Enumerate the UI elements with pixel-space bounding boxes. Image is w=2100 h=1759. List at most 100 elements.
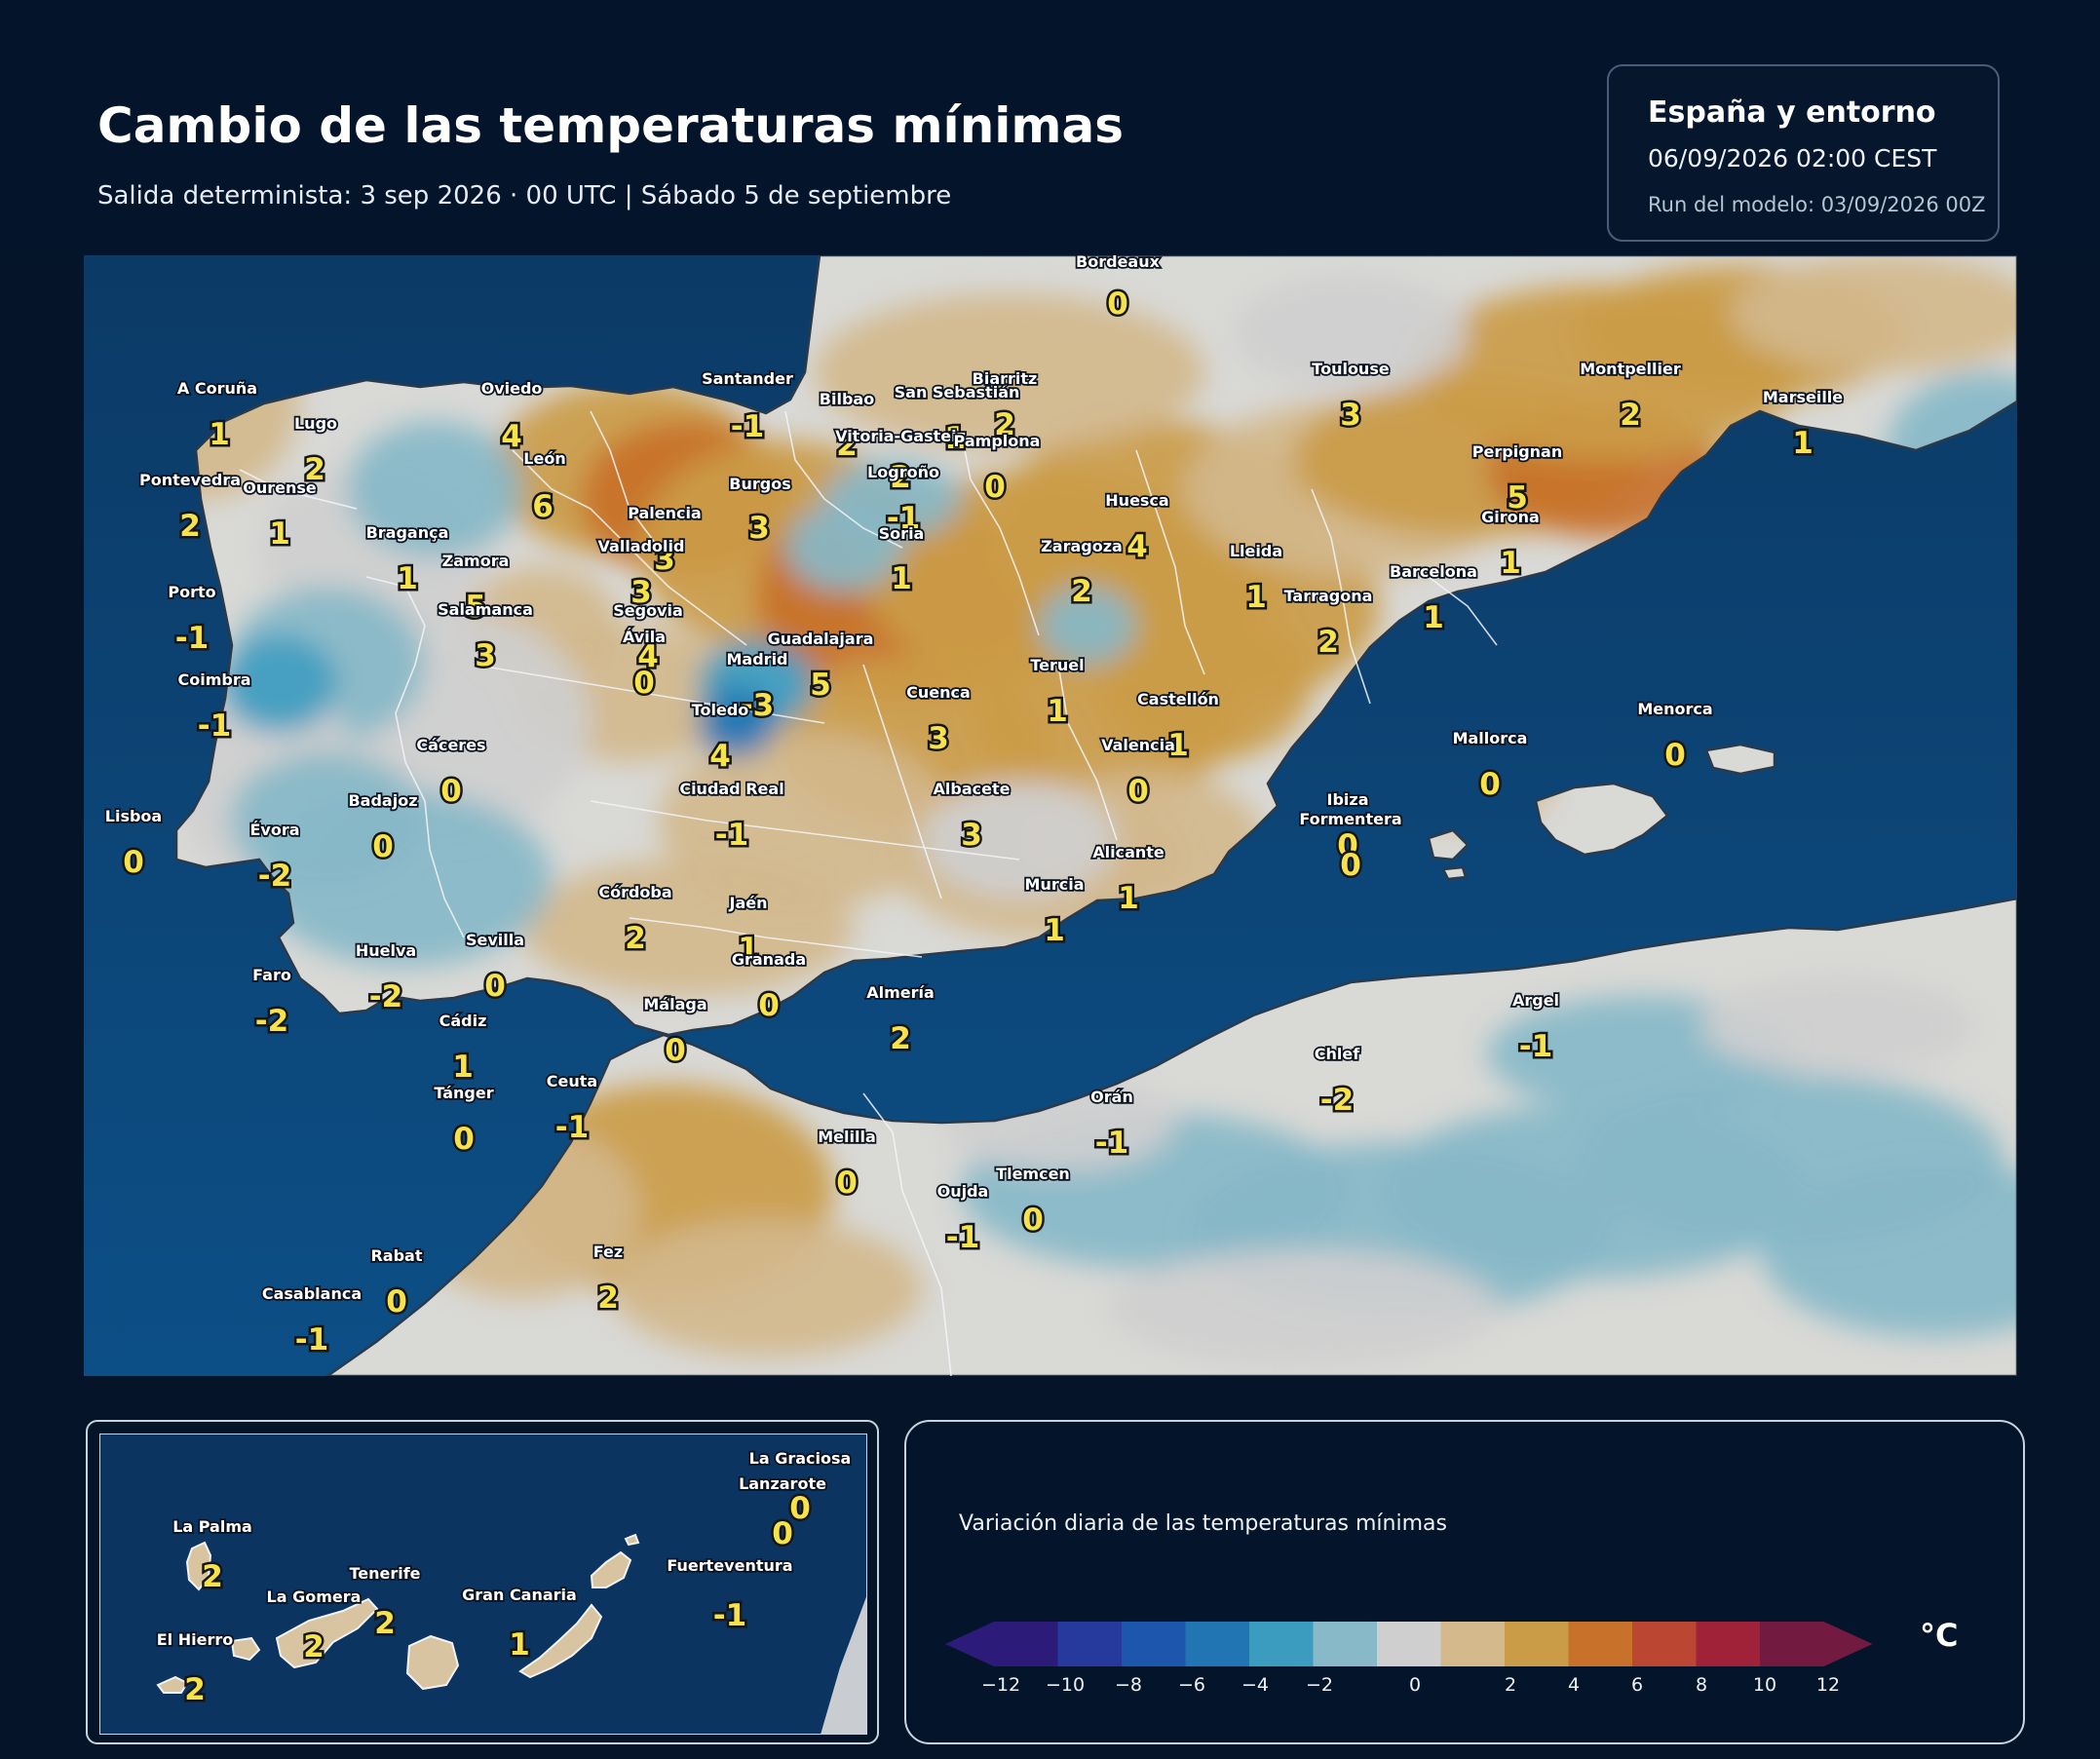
city-name: Oviedo xyxy=(481,379,543,398)
city-tlemcen[interactable]: Tlemcen 0 xyxy=(994,1163,1071,1240)
city-alicante[interactable]: Alicante 1 xyxy=(1090,841,1165,918)
city-marseille[interactable]: Marseille 1 xyxy=(1761,386,1845,463)
city-lugo[interactable]: Lugo 2 xyxy=(292,412,339,489)
main-map[interactable]: Bordeaux 0 A Coruña 1 Lugo 2 Oviedo 4 Santander -… xyxy=(84,255,2017,1376)
city-logrono[interactable]: Logroño -1 xyxy=(865,461,940,538)
city-teruel[interactable]: Teruel 1 xyxy=(1029,654,1087,731)
city-temp-change: 1 xyxy=(738,932,759,967)
city-argel[interactable]: Argel -1 xyxy=(1510,989,1561,1066)
island-label-tenerife[interactable]: Tenerife 2 xyxy=(348,1562,423,1643)
island-label-la-graciosa[interactable]: La Graciosa 0 xyxy=(747,1447,853,1528)
city-ciudad-real[interactable]: Ciudad Real -1 xyxy=(678,778,786,855)
region-border xyxy=(590,800,1020,860)
city-mallorca[interactable]: Mallorca 0 xyxy=(1451,727,1529,804)
city-melilla[interactable]: Melilla 0 xyxy=(816,1126,877,1203)
city-sevilla[interactable]: Sevilla 0 xyxy=(464,929,526,1006)
city-toulouse[interactable]: Toulouse 3 xyxy=(1311,358,1392,435)
island-label-gran-canaria[interactable]: Gran Canaria 1 xyxy=(460,1584,578,1664)
city-faro[interactable]: Faro -2 xyxy=(250,964,292,1041)
city-bordeaux[interactable]: Bordeaux 0 xyxy=(1074,255,1162,325)
city-albacete[interactable]: Albacete 3 xyxy=(932,778,1012,855)
city-chlef[interactable]: Chlef -2 xyxy=(1313,1043,1362,1120)
city-name: Cuenca xyxy=(906,683,971,702)
city-santander[interactable]: Santander -1 xyxy=(700,367,794,446)
city-lleida[interactable]: Lleida 1 xyxy=(1228,540,1284,617)
city-huelva[interactable]: Huelva -2 xyxy=(354,939,418,1016)
city-a-coruna[interactable]: A Coruña 1 xyxy=(175,377,259,454)
colorbar-tick-label: 10 xyxy=(1753,1674,1776,1696)
city-oran[interactable]: Orán -1 xyxy=(1088,1086,1134,1163)
city-ceuta[interactable]: Ceuta -1 xyxy=(545,1070,599,1147)
city-leon[interactable]: León 6 xyxy=(522,447,568,526)
city-jaen[interactable]: Jaén 1 xyxy=(727,892,770,969)
city-bilbao[interactable]: Bilbao 2 xyxy=(818,388,876,465)
city-porto[interactable]: Porto -1 xyxy=(167,581,218,658)
city-pamplona[interactable]: Pamplona 0 xyxy=(952,430,1042,507)
city-coimbra[interactable]: Coimbra -1 xyxy=(176,669,253,746)
city-madrid[interactable]: Madrid -3 xyxy=(725,648,790,725)
city-murcia[interactable]: Murcia 1 xyxy=(1023,873,1086,950)
city-casablanca[interactable]: Casablanca -1 xyxy=(260,1282,363,1359)
city-oviedo[interactable]: Oviedo 4 xyxy=(479,377,544,456)
city-menorca[interactable]: Menorca 0 xyxy=(1636,698,1715,775)
city-ibiza[interactable]: Ibiza 0 xyxy=(1325,788,1371,865)
colorbar-tick-label: 6 xyxy=(1631,1674,1643,1696)
city-cadiz[interactable]: Cádiz 1 xyxy=(438,1010,488,1087)
city-evora[interactable]: Évora -2 xyxy=(248,819,302,896)
city-zamora[interactable]: Zamora 5 xyxy=(440,550,511,627)
city-tanger[interactable]: Tánger 0 xyxy=(433,1082,496,1159)
colorbar-segment xyxy=(1440,1622,1506,1666)
city-tarragona[interactable]: Tarragona 2 xyxy=(1282,585,1374,662)
city-fez[interactable]: Fez 2 xyxy=(592,1241,625,1318)
city-montpellier[interactable]: Montpellier 2 xyxy=(1579,358,1683,435)
city-oujda[interactable]: Oujda -1 xyxy=(935,1180,990,1257)
city-castellon[interactable]: Castellón 1 xyxy=(1135,688,1220,765)
city-lisboa[interactable]: Lisboa 0 xyxy=(103,805,164,882)
island-label-la-gomera[interactable]: La Gomera 2 xyxy=(265,1586,363,1666)
city-san-sebastian[interactable]: San Sebastián 1 xyxy=(893,381,1021,458)
city-palencia[interactable]: Palencia 3 xyxy=(626,502,703,579)
city-name: Sevilla xyxy=(466,931,524,949)
city-ourense[interactable]: Ourense 1 xyxy=(242,477,319,554)
city-cuenca[interactable]: Cuenca 3 xyxy=(904,681,972,758)
city-perpignan[interactable]: Perpignan 5 xyxy=(1470,440,1564,517)
city-zaragoza[interactable]: Zaragoza 2 xyxy=(1039,535,1124,611)
city-segovia[interactable]: Segovia 4 xyxy=(611,599,684,676)
city-barcelona[interactable]: Barcelona 1 xyxy=(1388,560,1478,637)
city-braganca[interactable]: Bragança 1 xyxy=(364,521,450,598)
city-pontevedra[interactable]: Pontevedra 2 xyxy=(137,469,243,546)
island-lanzarote xyxy=(590,1550,632,1588)
city-rabat[interactable]: Rabat 0 xyxy=(369,1244,425,1321)
canary-islands-inset[interactable]: La Graciosa 0 Lanzarote 0 La Palma 2 Fuerteven… xyxy=(86,1420,879,1744)
city-salamanca[interactable]: Salamanca 3 xyxy=(436,598,534,675)
city-guadalajara[interactable]: Guadalajara 5 xyxy=(766,628,875,705)
city-burgos[interactable]: Burgos 3 xyxy=(728,473,793,548)
island-label-fuerteventura[interactable]: Fuerteventura -1 xyxy=(666,1554,795,1635)
city-girona[interactable]: Girona 1 xyxy=(1479,506,1541,583)
city-name: Ourense xyxy=(243,478,317,497)
city-temp-change: 0 xyxy=(984,470,1006,505)
city-huesca[interactable]: Huesca 4 xyxy=(1104,489,1171,566)
city-granada[interactable]: Granada 0 xyxy=(730,948,808,1025)
city-almeria[interactable]: Almería 2 xyxy=(864,981,935,1058)
city-temp-change: -1 xyxy=(946,1220,979,1255)
city-biarritz[interactable]: Biarritz 2 xyxy=(971,367,1039,444)
coastline-africa xyxy=(325,897,2017,1376)
city-malaga[interactable]: Málaga 0 xyxy=(642,993,709,1070)
island-label-el-hierro[interactable]: El Hierro 2 xyxy=(155,1628,235,1709)
colorbar-segment xyxy=(1377,1622,1441,1666)
city-avila[interactable]: Ávila 0 xyxy=(621,626,668,703)
city-cordoba[interactable]: Córdoba 2 xyxy=(597,881,674,958)
city-valencia[interactable]: Valencia 0 xyxy=(1099,734,1176,811)
main-map-svg[interactable]: Bordeaux 0 A Coruña 1 Lugo 2 Oviedo 4 Santander -… xyxy=(84,255,2017,1376)
island-label-la-palma[interactable]: La Palma 2 xyxy=(171,1515,253,1596)
city-badajoz[interactable]: Badajoz 0 xyxy=(347,789,420,866)
city-toledo[interactable]: Toledo 4 xyxy=(690,699,750,776)
city-soria[interactable]: Soria 1 xyxy=(877,522,926,598)
city-caceres[interactable]: Cáceres 0 xyxy=(415,734,488,811)
